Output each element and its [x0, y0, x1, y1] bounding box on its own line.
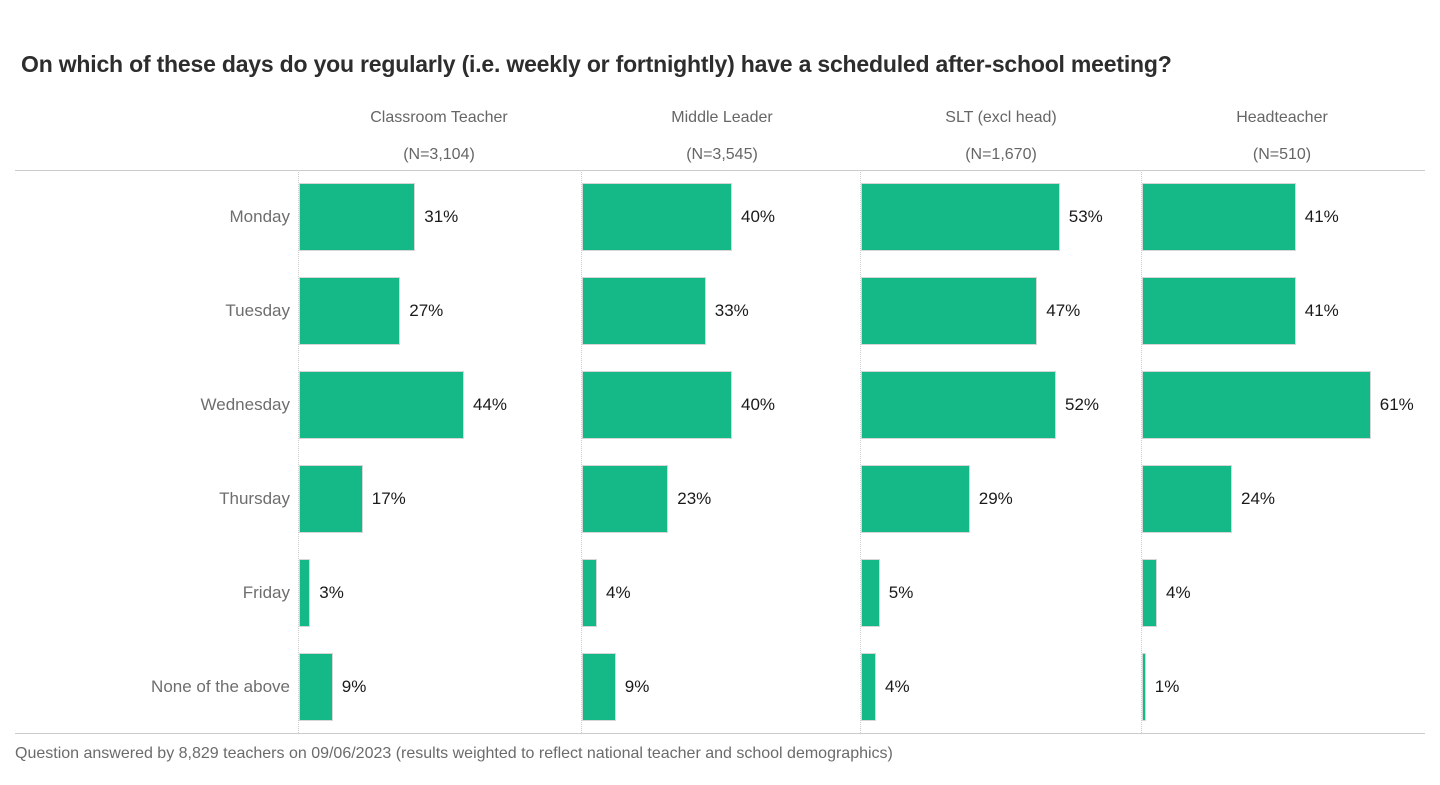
- bar: [1142, 559, 1157, 627]
- bar-value-label: 23%: [677, 489, 712, 508]
- column-header-sample-size: (N=510): [1252, 146, 1312, 163]
- bar: [1142, 183, 1296, 251]
- column-axis-line: [860, 170, 861, 733]
- bar-value-label: 9%: [624, 677, 650, 696]
- bar-value-label: 9%: [341, 677, 367, 696]
- column-header: Headteacher (N=510): [1141, 108, 1423, 165]
- column-header-sample-size: (N=3,104): [403, 146, 475, 163]
- row-label: Tuesday: [225, 301, 290, 320]
- bar-value-label: 41%: [1304, 301, 1339, 320]
- column-header-name: SLT (excl head): [945, 109, 1057, 126]
- bar: [861, 371, 1056, 439]
- bar-value-label: 24%: [1241, 489, 1276, 508]
- row-label: Friday: [242, 583, 290, 602]
- row-label: Thursday: [219, 489, 290, 508]
- bar: [861, 183, 1060, 251]
- bar: [861, 277, 1038, 345]
- bar-value-label: 44%: [473, 395, 508, 414]
- column-header-name: Classroom Teacher: [370, 109, 508, 126]
- bar: [299, 371, 464, 439]
- bar-value-label: 40%: [741, 207, 776, 226]
- chart-bottom-line: [15, 733, 1425, 734]
- column-header: Middle Leader (N=3,545): [581, 108, 863, 165]
- bar-value-label: 33%: [714, 301, 749, 320]
- bar: [1142, 371, 1371, 439]
- column-axis-line: [298, 170, 299, 733]
- column-axis-line: [581, 170, 582, 733]
- bar: [582, 371, 732, 439]
- chart-footnote: Question answered by 8,829 teachers on 0…: [15, 745, 893, 762]
- row-label: Monday: [229, 207, 290, 226]
- bar: [861, 465, 970, 533]
- bar-value-label: 29%: [978, 489, 1013, 508]
- bar-value-label: 53%: [1068, 207, 1103, 226]
- column-header: Classroom Teacher (N=3,104): [298, 108, 580, 165]
- chart-title: On which of these days do you regularly …: [21, 51, 1172, 77]
- bar-value-label: 41%: [1304, 207, 1339, 226]
- bar-value-label: 3%: [319, 583, 344, 602]
- bar-value-label: 4%: [1166, 583, 1191, 602]
- column-header-sample-size: (N=1,670): [965, 146, 1037, 163]
- column-header-name: Headteacher: [1236, 109, 1328, 126]
- bar: [582, 277, 706, 345]
- bar-value-label: 47%: [1046, 301, 1081, 320]
- bar: [299, 465, 363, 533]
- column-header-name: Middle Leader: [671, 109, 773, 126]
- bar-value-label: 17%: [371, 489, 406, 508]
- bar: [299, 653, 333, 721]
- bar-value-label: 4%: [885, 677, 910, 696]
- bar: [1142, 277, 1296, 345]
- bar: [299, 277, 401, 345]
- bar: [582, 465, 669, 533]
- bar-value-label: 1%: [1154, 677, 1180, 696]
- bar-value-label: 4%: [606, 583, 631, 602]
- bar-value-label: 31%: [424, 207, 459, 226]
- bar: [582, 183, 732, 251]
- bar: [861, 559, 880, 627]
- column-axis-line: [1141, 170, 1142, 733]
- bar: [1142, 653, 1146, 721]
- column-header-sample-size: (N=3,545): [686, 146, 758, 163]
- bar: [1142, 465, 1232, 533]
- bar: [299, 183, 416, 251]
- bar-value-label: 5%: [888, 583, 914, 602]
- bar-value-label: 52%: [1065, 395, 1100, 414]
- bar: [861, 653, 876, 721]
- header-divider-line: [15, 170, 1425, 171]
- row-label: Wednesday: [200, 395, 290, 414]
- bar: [582, 653, 616, 721]
- row-label: None of the above: [151, 677, 290, 696]
- bar: [582, 559, 597, 627]
- bar-value-label: 27%: [409, 301, 444, 320]
- bar-value-label: 40%: [741, 395, 776, 414]
- bar-value-label: 61%: [1379, 395, 1414, 414]
- bar: [299, 559, 311, 627]
- column-header: SLT (excl head) (N=1,670): [860, 108, 1142, 165]
